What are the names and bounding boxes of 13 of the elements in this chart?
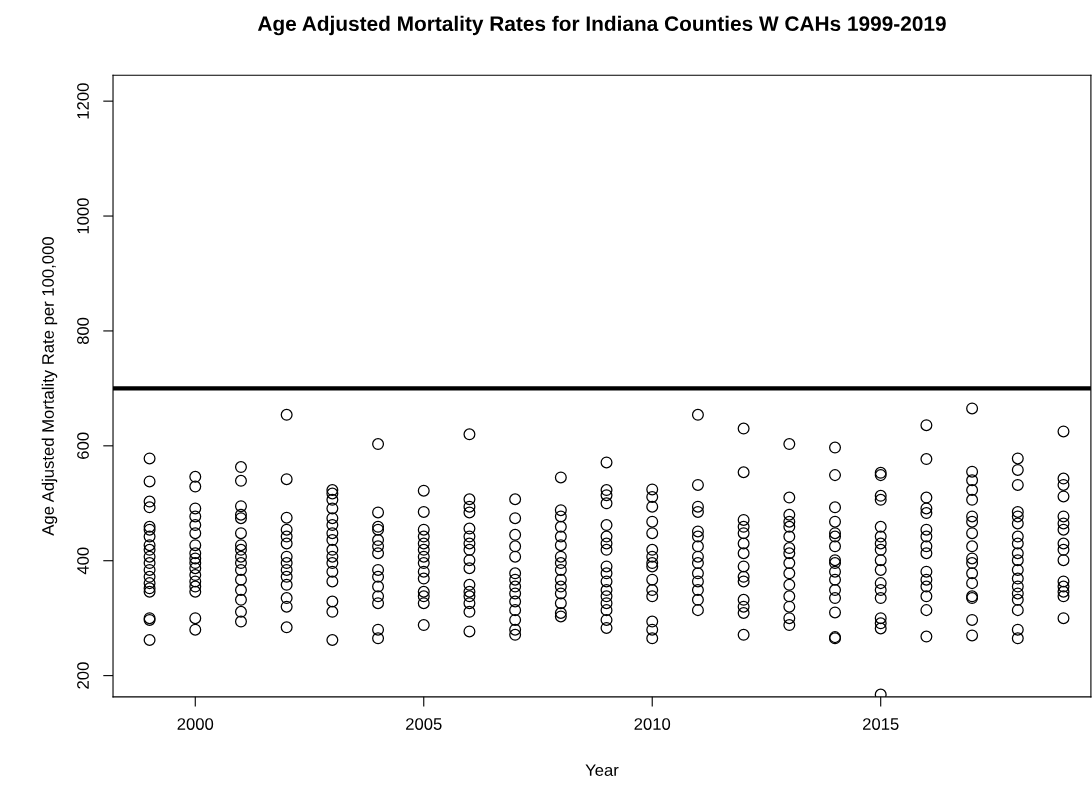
- x-tick-label: 2010: [634, 718, 671, 730]
- x-axis-title: Year: [585, 764, 619, 777]
- y-axis-title: Age Adjusted Mortality Rate per 100,000: [41, 237, 58, 536]
- x-tick-label: 2000: [177, 718, 214, 730]
- y-tick-label: 1200: [77, 83, 89, 119]
- y-tick-label: 400: [77, 547, 89, 575]
- y-tick-label: 200: [77, 662, 89, 689]
- y-tick-label: 800: [77, 317, 89, 345]
- x-tick-label: 2015: [863, 718, 899, 730]
- y-tick-label: 1000: [77, 198, 89, 234]
- x-tick-label: 2005: [406, 718, 442, 730]
- y-tick-label: 600: [77, 432, 89, 459]
- chart-title: Age Adjusted Mortality Rates for Indiana Counties W CAHs 1999-2019: [257, 15, 946, 36]
